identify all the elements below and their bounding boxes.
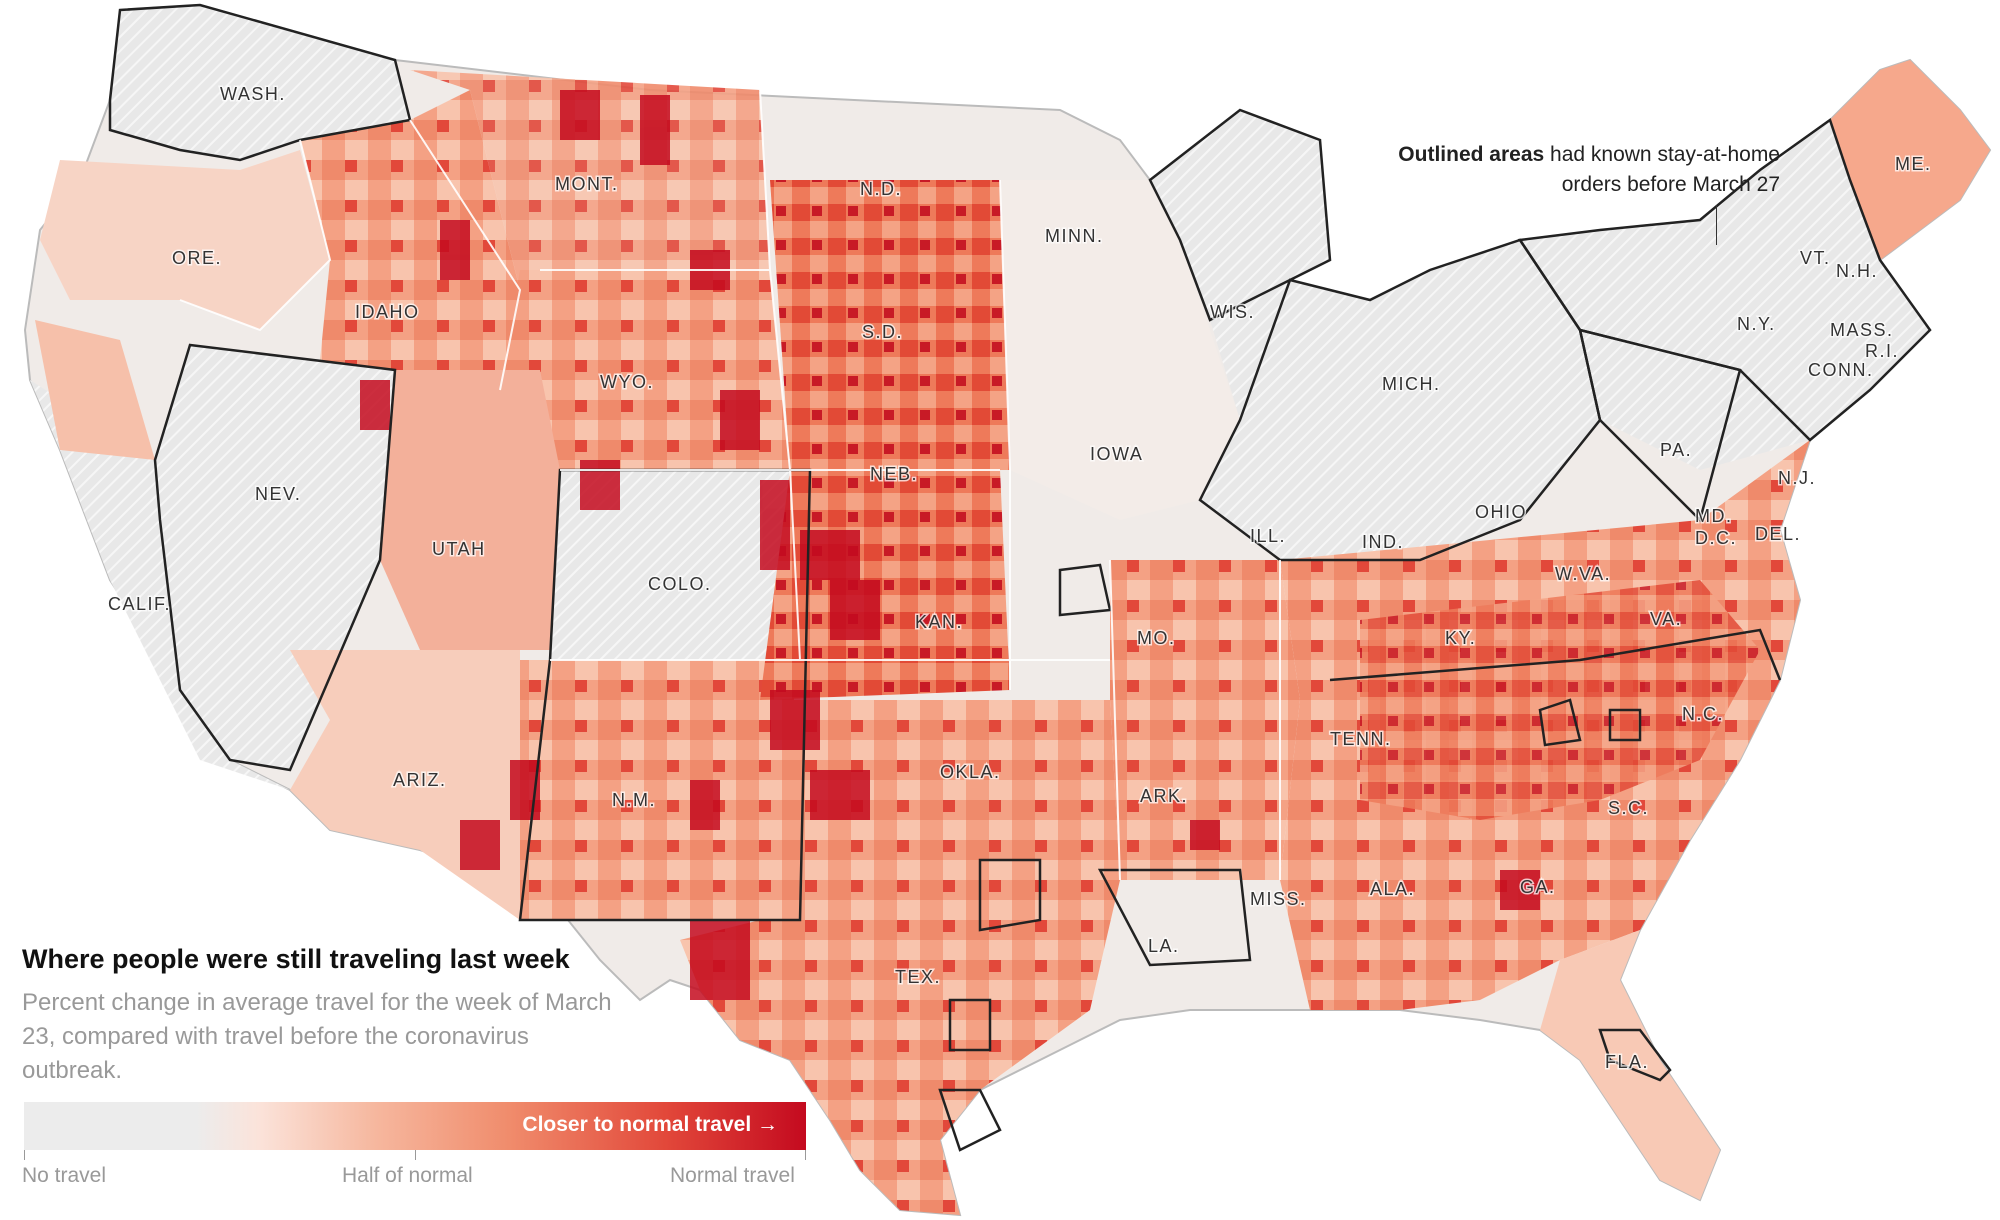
state-label-ny: N.Y. (1737, 314, 1776, 334)
state-label-sc: S.C. (1608, 798, 1649, 818)
state-label-calif: CALIF. (108, 594, 171, 614)
state-label-idaho: IDAHO (355, 302, 420, 322)
state-label-mich: MICH. (1382, 374, 1441, 394)
state-label-ky: KY. (1445, 628, 1476, 648)
state-label-kan: KAN. (915, 612, 963, 632)
state-label-ill: ILL. (1250, 526, 1286, 546)
state-label-ariz: ARIZ. (393, 770, 447, 790)
legend-label-half: Half of normal (342, 1164, 473, 1187)
state-label-dc: D.C. (1695, 528, 1737, 548)
legend-tick-no-travel (24, 1150, 25, 1160)
state-label-nm: N.M. (612, 790, 656, 810)
state-label-okla: OKLA. (940, 762, 1001, 782)
state-label-me: ME. (1895, 154, 1932, 174)
state-label-minn: MINN. (1045, 226, 1104, 246)
state-label-ga: GA. (1520, 877, 1556, 897)
state-label-nj: N.J. (1778, 468, 1816, 488)
state-label-wis: WIS. (1210, 302, 1255, 322)
stay-at-home-annotation: Outlined areas had known stay-at-home or… (1350, 140, 1780, 200)
state-label-nh: N.H. (1836, 261, 1878, 281)
annotation-text: had known stay-at-home orders before Mar… (1550, 143, 1780, 196)
state-label-wash: WASH. (220, 84, 286, 104)
state-label-ala: ALA. (1370, 879, 1415, 899)
state-label-va: VA. (1650, 609, 1682, 629)
state-label-la: LA. (1148, 936, 1180, 956)
map-title: Where people were still traveling last w… (22, 944, 570, 974)
state-label-ark: ARK. (1140, 786, 1188, 806)
state-labels: WASH. ORE. IDAHO MONT. WYO. N.D. S.D. NEB. KAN. O… (107, 83, 1932, 1074)
annotation-leader-line (1716, 205, 1717, 245)
state-label-tenn: TENN. (1330, 729, 1392, 749)
legend-label-normal: Normal travel (670, 1164, 795, 1187)
state-label-neb: NEB. (870, 464, 918, 484)
state-label-wyo: WYO. (600, 372, 654, 392)
legend-tick-normal (805, 1150, 806, 1160)
state-label-nd: N.D. (860, 179, 902, 199)
state-label-nev: NEV. (255, 484, 301, 504)
state-label-ind: IND. (1362, 532, 1404, 552)
state-label-pa: PA. (1660, 440, 1692, 460)
state-label-ore: ORE. (172, 248, 222, 268)
map-subtitle: Percent change in average travel for the… (22, 989, 612, 1084)
state-label-ri: R.I. (1865, 341, 1899, 361)
legend-label-no-travel: No travel (22, 1164, 107, 1187)
state-label-nc: N.C. (1682, 704, 1724, 724)
state-label-wva: W.VA. (1555, 564, 1611, 584)
state-label-mass: MASS. (1830, 320, 1894, 340)
state-label-sd: S.D. (862, 322, 903, 342)
state-label-fla: FLA. (1605, 1052, 1649, 1072)
state-label-md: MD. (1695, 506, 1733, 526)
state-label-vt: VT. (1800, 248, 1831, 268)
state-label-conn: CONN. (1808, 360, 1874, 380)
legend-color-bar: Closer to normal travel → (24, 1102, 806, 1150)
state-label-tex: TEX. (895, 967, 941, 987)
state-label-miss: MISS. (1250, 889, 1307, 909)
state-label-ohio: OHIO (1475, 502, 1527, 522)
state-label-del: DEL. (1755, 524, 1801, 544)
legend-tick-half (415, 1150, 416, 1160)
state-label-colo: COLO. (648, 574, 712, 594)
legend-arrow-label: Closer to normal travel → (522, 1113, 778, 1136)
annotation-bold: Outlined areas (1398, 143, 1545, 166)
state-label-iowa: IOWA (1090, 444, 1143, 464)
state-label-mo: MO. (1137, 628, 1176, 648)
state-label-mont: MONT. (555, 174, 619, 194)
state-label-utah: UTAH (432, 539, 486, 559)
